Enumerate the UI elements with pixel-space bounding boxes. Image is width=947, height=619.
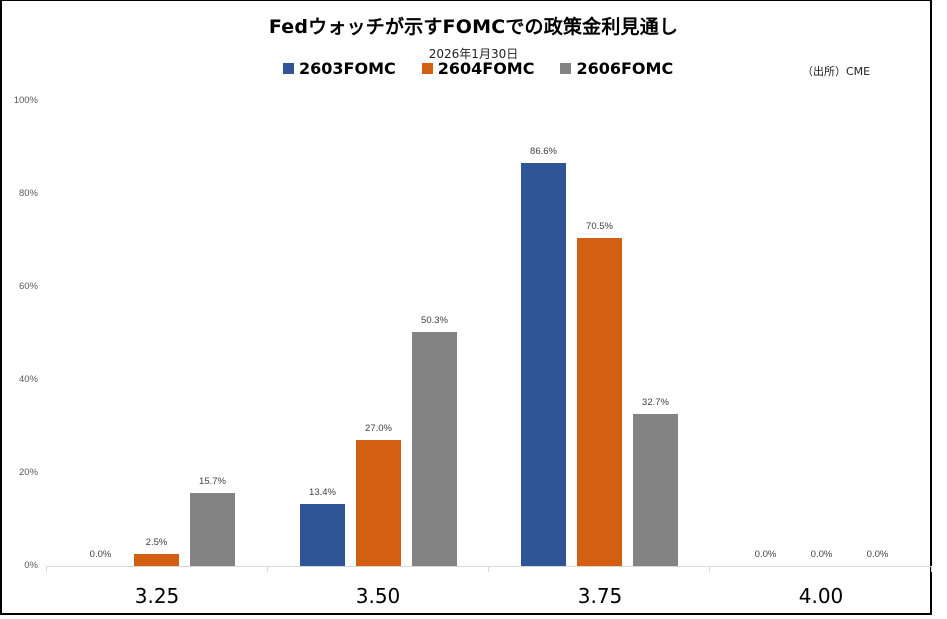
bar-value-label: 0.0% — [810, 549, 833, 560]
x-axis-tick — [488, 566, 489, 572]
legend-item-2606fomc: 2606FOMC — [560, 59, 673, 78]
x-axis-line — [46, 566, 932, 567]
bar-2603fomc-3_50 — [300, 504, 345, 566]
legend: 2603FOMC 2604FOMC 2606FOMC — [283, 59, 699, 78]
y-tick-60: 60% — [18, 281, 38, 292]
source-note: （出所）CME — [802, 65, 871, 78]
bar-2604fomc-3_25 — [134, 554, 179, 566]
legend-label: 2604FOMC — [437, 59, 535, 78]
bar-value-label: 0.0% — [866, 549, 889, 560]
legend-swatch-icon — [283, 63, 294, 74]
chart-title: Fedウォッチが示すFOMCでの政策金利見通し — [268, 16, 679, 38]
bar-2604fomc-3_50 — [356, 440, 401, 566]
bar-2606fomc-3_75 — [633, 414, 678, 566]
x-axis-tick — [267, 566, 268, 572]
legend-label: 2603FOMC — [299, 59, 396, 78]
x-category-label: 3.50 — [355, 584, 401, 608]
chart-subtitle: 2026年1月30日 — [428, 47, 519, 61]
bar-value-label: 15.7% — [199, 476, 226, 487]
bar-2603fomc-3_75 — [521, 163, 566, 566]
bar-value-label: 70.5% — [586, 221, 613, 232]
x-axis-tick — [46, 566, 47, 572]
chart-frame — [0, 0, 932, 615]
legend-item-2604fomc: 2604FOMC — [421, 59, 535, 78]
y-tick-20: 20% — [18, 467, 38, 478]
legend-label: 2606FOMC — [576, 59, 674, 78]
y-tick-100: 100% — [13, 95, 38, 106]
y-tick-80: 80% — [18, 188, 38, 199]
bar-value-label: 32.7% — [642, 397, 669, 408]
bar-value-label: 2.5% — [145, 537, 168, 548]
legend-item-2603fomc: 2603FOMC — [283, 59, 396, 78]
legend-swatch-icon — [560, 63, 572, 74]
bar-value-label: 27.0% — [365, 423, 392, 434]
bar-value-label: 0.0% — [89, 549, 112, 560]
bar-value-label: 0.0% — [754, 549, 777, 560]
y-tick-40: 40% — [18, 374, 38, 385]
x-category-label: 4.00 — [798, 584, 844, 608]
x-axis-tick — [931, 566, 932, 572]
bar-value-label: 50.3% — [421, 315, 448, 326]
x-category-label: 3.25 — [134, 584, 180, 608]
bar-2606fomc-3_25 — [190, 493, 235, 566]
bar-value-label: 86.6% — [530, 146, 557, 157]
x-axis-tick — [709, 566, 710, 572]
x-category-label: 3.75 — [577, 584, 623, 608]
bar-2606fomc-3_50 — [412, 332, 457, 566]
legend-swatch-icon — [421, 63, 433, 74]
bar-2604fomc-3_75 — [577, 238, 622, 566]
bar-value-label: 13.4% — [309, 487, 336, 498]
y-tick-0: 0% — [24, 560, 38, 571]
